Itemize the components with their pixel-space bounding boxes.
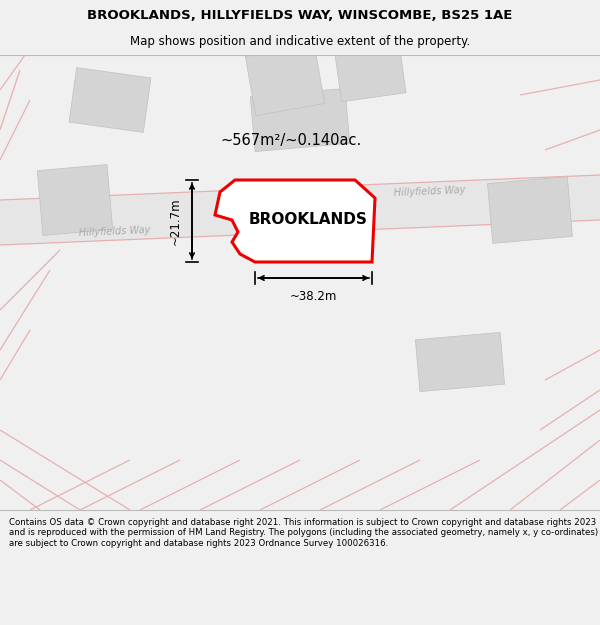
Text: ~38.2m: ~38.2m xyxy=(290,290,337,303)
Text: Map shows position and indicative extent of the property.: Map shows position and indicative extent… xyxy=(130,35,470,48)
Polygon shape xyxy=(415,332,505,392)
Text: Hillyfields Way: Hillyfields Way xyxy=(79,226,151,239)
Polygon shape xyxy=(245,44,325,116)
Polygon shape xyxy=(272,202,328,254)
Polygon shape xyxy=(488,177,572,243)
Text: Hillyfields Way: Hillyfields Way xyxy=(394,186,466,199)
Polygon shape xyxy=(69,68,151,132)
Text: ~21.7m: ~21.7m xyxy=(169,198,182,245)
Polygon shape xyxy=(334,38,406,102)
Text: Contains OS data © Crown copyright and database right 2021. This information is : Contains OS data © Crown copyright and d… xyxy=(9,518,598,548)
Polygon shape xyxy=(0,175,600,245)
Polygon shape xyxy=(268,200,320,238)
Text: BROOKLANDS, HILLYFIELDS WAY, WINSCOMBE, BS25 1AE: BROOKLANDS, HILLYFIELDS WAY, WINSCOMBE, … xyxy=(88,9,512,22)
Polygon shape xyxy=(37,164,113,236)
Text: BROOKLANDS: BROOKLANDS xyxy=(248,213,367,228)
Polygon shape xyxy=(250,89,350,151)
Polygon shape xyxy=(215,180,375,262)
Text: ~567m²/~0.140ac.: ~567m²/~0.140ac. xyxy=(220,132,361,148)
